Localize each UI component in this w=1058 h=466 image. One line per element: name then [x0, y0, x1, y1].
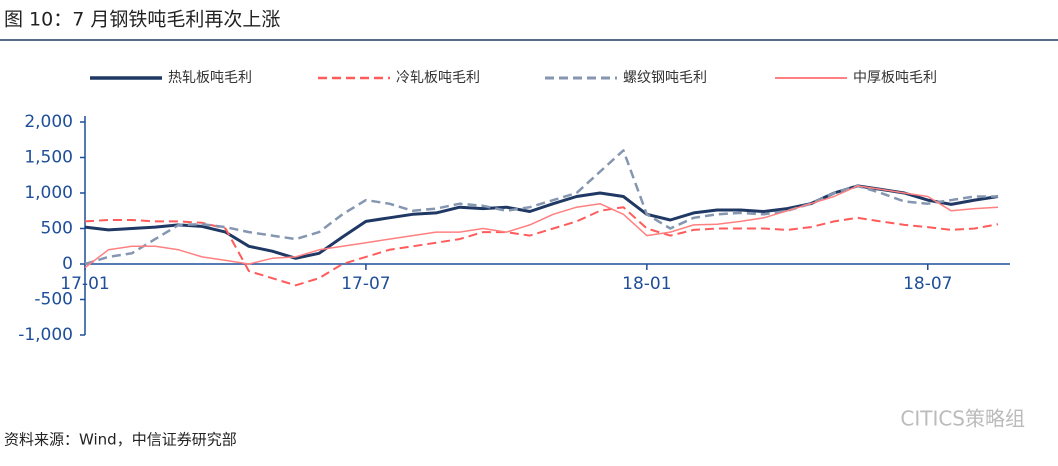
series-line [84, 149, 998, 266]
legend-label: 中厚板吨毛利 [853, 70, 937, 86]
series-line [84, 184, 999, 260]
source: 资料来源：Wind，中信证券研究部 [4, 431, 237, 449]
x-tick-label: 18-01 [622, 274, 671, 294]
watermark: CITICS策略组 [900, 407, 1025, 431]
legend-label: 热轧板吨毛利 [168, 70, 252, 86]
y-tick-label: 1,000 [24, 183, 73, 203]
legend-label: 冷轧板吨毛利 [396, 70, 480, 86]
series-line [84, 185, 999, 269]
y-tick-label: 2,000 [24, 112, 73, 132]
chart-title: 图 10：7 月钢铁吨毛利再次上涨 [4, 9, 280, 31]
y-tick-label: -500 [34, 290, 73, 310]
x-tick-label: 17-07 [341, 274, 390, 294]
y-tick-label: 0 [62, 254, 73, 274]
legend-label: 螺纹钢吨毛利 [623, 70, 707, 86]
y-tick-label: 500 [41, 219, 73, 239]
x-tick-label: 17-01 [60, 274, 109, 294]
series-line [84, 206, 999, 287]
y-tick-label: -1,000 [18, 325, 73, 345]
x-tick-label: 18-07 [903, 274, 952, 294]
y-tick-label: 1,500 [24, 148, 73, 168]
